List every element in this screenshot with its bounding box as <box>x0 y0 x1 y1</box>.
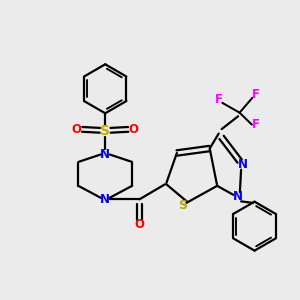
Text: O: O <box>72 123 82 136</box>
Text: F: F <box>215 93 223 106</box>
Text: F: F <box>252 88 260 101</box>
Text: O: O <box>134 218 145 231</box>
Text: N: N <box>100 193 110 206</box>
Text: S: S <box>178 199 187 212</box>
Text: N: N <box>100 148 110 161</box>
Text: S: S <box>100 124 110 138</box>
Text: O: O <box>129 123 139 136</box>
Text: F: F <box>252 118 260 131</box>
Text: N: N <box>238 158 248 171</box>
Text: N: N <box>233 190 243 203</box>
